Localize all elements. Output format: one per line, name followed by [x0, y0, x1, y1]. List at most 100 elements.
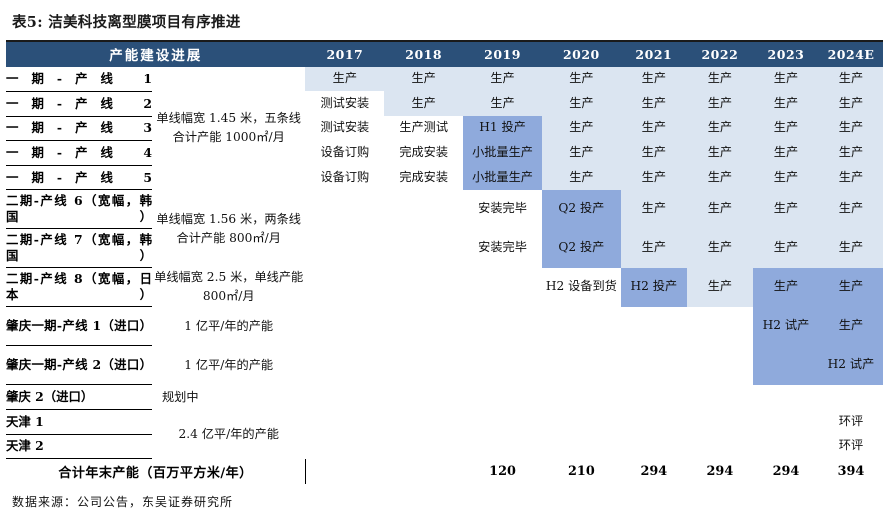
cell-2017: 测试安装 — [305, 116, 385, 141]
total-2020: 210 — [568, 463, 595, 479]
cell-2023: 生产 — [752, 91, 819, 117]
cell-2020 — [541, 306, 621, 346]
cell-2019 — [463, 345, 542, 385]
row-label: 天津 1 — [6, 409, 152, 435]
cell-2022 — [686, 409, 753, 434]
cell-2021: 生产 — [620, 140, 687, 166]
row-description: 单线幅宽 1.56 米，两条线合计产能 800㎡/月 — [156, 211, 301, 245]
capacity-roadmap-table: 产能建设进展 2017 2018 2019 2020 2021 2022 2023 2024E 一… — [6, 39, 883, 485]
cell-2024E: 生产 — [818, 306, 883, 346]
cell-2021: 生产 — [620, 66, 687, 92]
cell-2019 — [463, 434, 542, 459]
cell-2023: H2 试产 — [752, 306, 819, 346]
cell-2023: 生产 — [752, 267, 819, 307]
source-note: 数据来源：公司公告，东吴证券研究所 — [12, 495, 234, 510]
row-label: 二期-产线 7（宽幅，韩国） — [6, 228, 152, 269]
table-row: 一期-产线 1 单线幅宽 1.45 米，五条线合计产能 1000㎡/月 生产 生产 生产… — [6, 66, 883, 144]
cell-2020: 生产 — [541, 140, 621, 166]
row-description: 单线幅宽 2.5 米，单线产能 800㎡/月 — [154, 270, 304, 304]
row-description: 2.4 亿平/年的产能 — [178, 426, 279, 441]
cell-2020: Q2 投产 — [541, 228, 621, 268]
cell-2024E: 生产 — [818, 189, 883, 229]
cell-2024E: 环评 — [818, 434, 883, 459]
cell-2024E: 生产 — [818, 140, 883, 166]
cell-2018 — [384, 267, 464, 307]
cell-2021: 生产 — [620, 228, 687, 268]
cell-2019 — [463, 267, 542, 307]
cell-2017 — [305, 384, 385, 410]
cell-2017: 设备订购 — [305, 165, 385, 190]
cell-2019: 安装完毕 — [463, 228, 542, 268]
cell-2020: 生产 — [541, 91, 621, 117]
cell-2023: 生产 — [752, 140, 819, 166]
cell-2021 — [620, 409, 687, 434]
row-label: 肇庆一期-产线 1（进口） — [6, 306, 152, 347]
cell-2017 — [305, 345, 385, 385]
cell-2022 — [686, 345, 753, 385]
row-label: 二期-产线 6（宽幅，韩国） — [6, 189, 152, 230]
cell-2022 — [686, 384, 753, 410]
cell-2021: 生产 — [620, 116, 687, 141]
table-row: 二期-产线 6（宽幅，韩国） 单线幅宽 1.56 米，两条线合计产能 800㎡/月… — [6, 189, 883, 245]
table-row: 二期-产线 7（宽幅，韩国） 安装完毕 Q2 投产 生产 生产 生产 生产 — [6, 228, 883, 269]
cell-2017: 生产 — [305, 66, 385, 92]
cell-2021 — [620, 306, 687, 346]
header-year-2024E: 2024E — [818, 41, 883, 67]
cell-2020 — [541, 384, 621, 410]
cell-2021 — [620, 434, 687, 459]
header-year-2018: 2018 — [384, 41, 464, 67]
cell-2020: H2 设备到货 — [541, 267, 621, 307]
header-year-2022: 2022 — [686, 41, 753, 67]
cell-2024E: 生产 — [818, 66, 883, 92]
header-year-2017: 2017 — [305, 41, 385, 67]
header-year-2021: 2021 — [620, 41, 687, 67]
cell-2018 — [384, 228, 464, 268]
cell-2019 — [463, 409, 542, 434]
cell-2017: 设备订购 — [305, 140, 385, 166]
cell-2017 — [305, 409, 385, 434]
row-label: 天津 2 — [6, 434, 152, 460]
total-2018 — [384, 459, 463, 485]
cell-2024E — [818, 384, 883, 410]
row-label: 二期-产线 8（宽幅，日本） — [6, 267, 152, 308]
cell-2024E: 环评 — [818, 409, 883, 434]
cell-2020 — [541, 409, 621, 434]
row-description: 单线幅宽 1.45 米，五条线合计产能 1000㎡/月 — [156, 111, 301, 145]
cell-2019: 安装完毕 — [463, 189, 542, 229]
cell-2023 — [752, 345, 819, 385]
cell-2022: 生产 — [686, 116, 753, 141]
cell-2017 — [305, 434, 385, 459]
cell-2018: 完成安装 — [384, 140, 464, 166]
row-label: 肇庆一期-产线 2（进口） — [6, 345, 152, 386]
cell-2021: 生产 — [620, 165, 687, 190]
table-row: 一期-产线 4 设备订购 完成安装 小批量生产 生产 生产 生产 生产 生产 — [6, 140, 883, 166]
figure-title: 表5: 洁美科技离型膜项目有序推进 — [12, 14, 241, 31]
cell-2017: 测试安装 — [305, 91, 385, 117]
table-row: 一期-产线 3 测试安装 生产测试 H1 投产 生产 生产 生产 生产 生产 — [6, 116, 883, 142]
cell-2021 — [620, 384, 687, 410]
cell-2020 — [541, 434, 621, 459]
cell-2021 — [620, 345, 687, 385]
table-header-row: 产能建设进展 2017 2018 2019 2020 2021 2022 2023 2024E — [6, 41, 883, 67]
row-label: 一期-产线 1 — [6, 66, 152, 92]
table-top-rule — [6, 39, 883, 42]
cell-2019 — [463, 384, 542, 410]
table-row: 天津 2 环评 — [6, 434, 883, 460]
row-label: 一期-产线 2 — [6, 91, 152, 117]
cell-2020 — [541, 345, 621, 385]
cell-2023: 生产 — [752, 189, 819, 229]
cell-2022: 生产 — [686, 91, 753, 117]
cell-2021: 生产 — [620, 91, 687, 117]
cell-2024E: 生产 — [818, 91, 883, 117]
total-2021: 294 — [640, 463, 668, 479]
table-row: 肇庆 2（进口） 规划中 — [6, 384, 883, 410]
cell-2022: 生产 — [686, 228, 753, 268]
cell-2020: 生产 — [541, 116, 621, 141]
cell-2020: 生产 — [541, 66, 621, 92]
table-row: 二期-产线 8（宽幅，日本） 单线幅宽 2.5 米，单线产能 800㎡/月 H2 设… — [6, 267, 883, 308]
cell-2024E: 生产 — [818, 267, 883, 307]
cell-2018 — [384, 306, 464, 346]
cell-2018: 生产测试 — [384, 116, 464, 141]
cell-2022 — [686, 306, 753, 346]
